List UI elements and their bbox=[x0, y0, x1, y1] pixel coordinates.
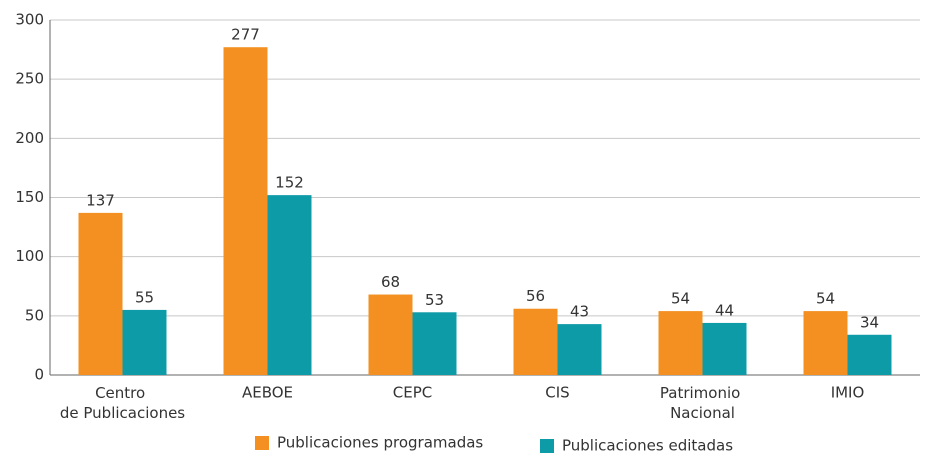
bar bbox=[368, 294, 413, 375]
bar bbox=[702, 322, 747, 375]
x-tick-label: AEBOE bbox=[242, 384, 293, 402]
x-tick-label: IMIO bbox=[831, 384, 865, 402]
bar bbox=[557, 324, 602, 375]
bar bbox=[267, 195, 312, 375]
legend-label: Publicaciones editadas bbox=[562, 437, 733, 455]
data-label: 53 bbox=[425, 291, 444, 309]
bar bbox=[223, 47, 268, 375]
y-tick-label: 250 bbox=[15, 70, 44, 88]
legend-label: Publicaciones programadas bbox=[277, 434, 483, 452]
legend-swatch bbox=[255, 436, 269, 450]
y-tick-label: 50 bbox=[25, 306, 44, 324]
y-tick-label: 200 bbox=[15, 129, 44, 147]
bar bbox=[658, 311, 703, 375]
x-tick-label: CEPC bbox=[393, 384, 432, 402]
data-label: 54 bbox=[671, 290, 690, 308]
data-label: 44 bbox=[715, 301, 734, 319]
y-tick-label: 100 bbox=[15, 247, 44, 265]
x-tick-label: CIS bbox=[545, 384, 569, 402]
bar bbox=[78, 212, 123, 375]
data-label: 68 bbox=[381, 273, 400, 291]
bar bbox=[513, 308, 558, 375]
y-tick-label: 300 bbox=[15, 11, 44, 29]
data-label: 55 bbox=[135, 288, 154, 306]
bar bbox=[122, 309, 167, 375]
data-label: 43 bbox=[570, 303, 589, 321]
bar bbox=[847, 334, 892, 375]
legend-swatch bbox=[540, 439, 554, 453]
bar bbox=[803, 311, 848, 375]
data-label: 277 bbox=[231, 26, 260, 44]
y-tick-label: 150 bbox=[15, 188, 44, 206]
data-label: 152 bbox=[275, 174, 304, 192]
y-tick-label: 0 bbox=[34, 366, 44, 384]
x-tick-label: Centro de Publicaciones bbox=[60, 384, 185, 422]
x-tick-label: Patrimonio Nacional bbox=[660, 384, 745, 422]
data-label: 54 bbox=[816, 290, 835, 308]
data-label: 137 bbox=[86, 191, 115, 209]
data-label: 56 bbox=[526, 287, 545, 305]
bar bbox=[412, 312, 457, 375]
data-label: 34 bbox=[860, 313, 879, 331]
